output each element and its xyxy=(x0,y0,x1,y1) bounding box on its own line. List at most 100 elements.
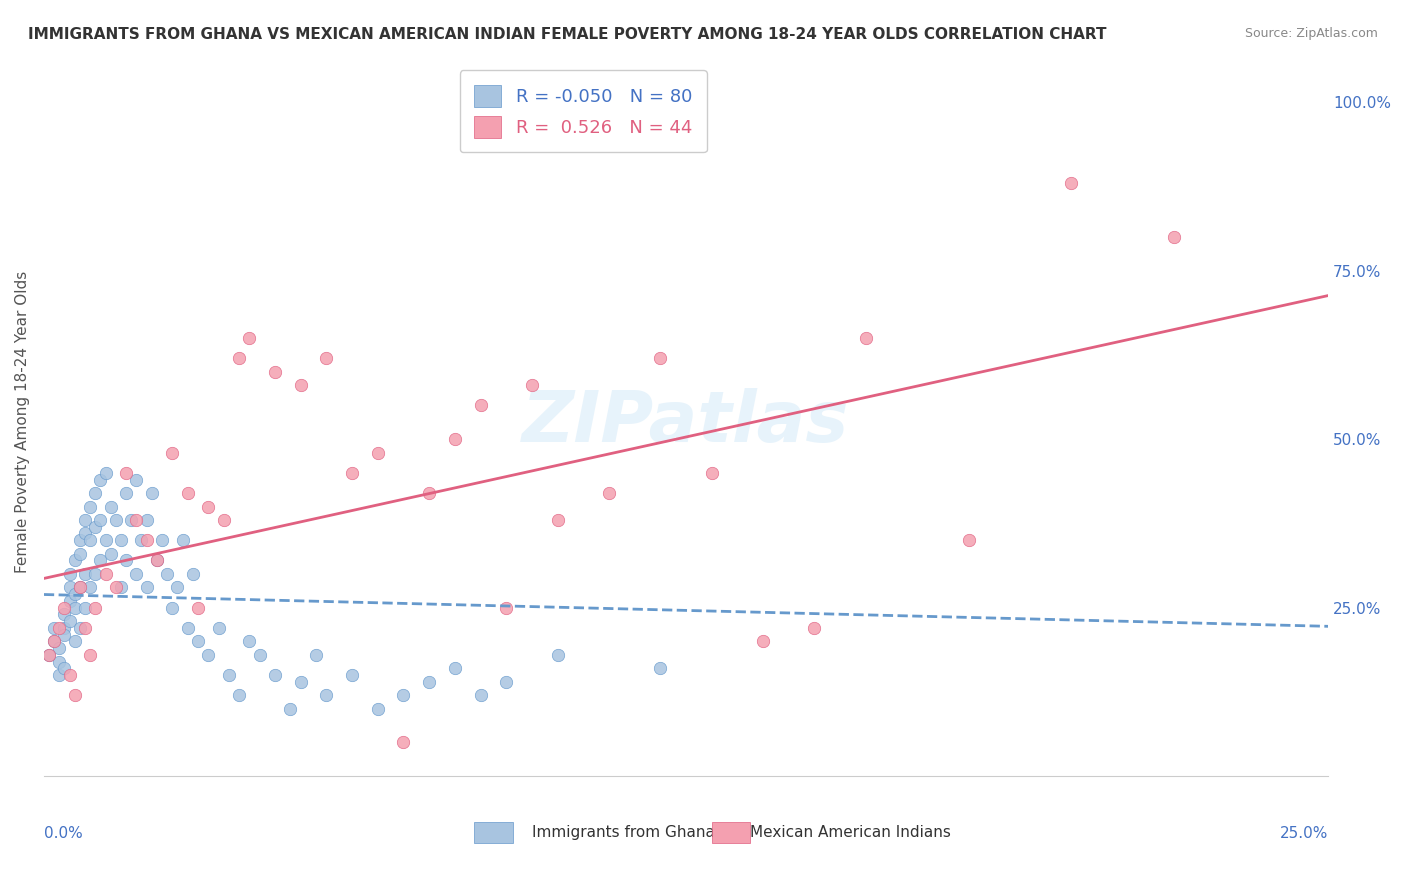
Point xyxy=(73,600,96,615)
Point xyxy=(73,566,96,581)
Point xyxy=(53,661,76,675)
Point xyxy=(520,378,543,392)
Point xyxy=(135,581,157,595)
Point xyxy=(125,473,148,487)
Text: ZIPatlas: ZIPatlas xyxy=(522,388,849,457)
Text: 25.0%: 25.0% xyxy=(1279,826,1329,840)
Point xyxy=(84,520,107,534)
Point xyxy=(367,445,389,459)
Point xyxy=(58,668,80,682)
Point xyxy=(305,648,328,662)
Point xyxy=(212,513,235,527)
Point xyxy=(38,648,60,662)
Point xyxy=(84,600,107,615)
Point xyxy=(53,627,76,641)
Point xyxy=(89,553,111,567)
Text: Source: ZipAtlas.com: Source: ZipAtlas.com xyxy=(1244,27,1378,40)
Point xyxy=(79,500,101,514)
Point xyxy=(110,581,132,595)
Point xyxy=(264,365,287,379)
Point xyxy=(1060,176,1083,190)
Point xyxy=(48,640,70,655)
Point xyxy=(264,668,287,682)
Point xyxy=(48,668,70,682)
Point xyxy=(73,526,96,541)
Point xyxy=(187,600,209,615)
Point xyxy=(110,533,132,548)
Text: Mexican American Indians: Mexican American Indians xyxy=(751,825,950,840)
FancyBboxPatch shape xyxy=(711,822,751,843)
Text: IMMIGRANTS FROM GHANA VS MEXICAN AMERICAN INDIAN FEMALE POVERTY AMONG 18-24 YEAR: IMMIGRANTS FROM GHANA VS MEXICAN AMERICA… xyxy=(28,27,1107,42)
Point xyxy=(141,486,163,500)
Point xyxy=(100,500,122,514)
Point xyxy=(238,331,260,345)
Point xyxy=(146,553,169,567)
Point xyxy=(94,566,117,581)
Point xyxy=(44,621,66,635)
Point xyxy=(228,688,250,702)
Point xyxy=(48,655,70,669)
Point xyxy=(495,600,517,615)
Point xyxy=(280,701,302,715)
Point xyxy=(48,621,70,635)
Point xyxy=(100,547,122,561)
Point xyxy=(58,581,80,595)
Point xyxy=(146,553,169,567)
Point xyxy=(79,581,101,595)
Point xyxy=(53,600,76,615)
Point xyxy=(94,533,117,548)
Point xyxy=(115,466,138,480)
Point xyxy=(63,553,86,567)
Point xyxy=(94,466,117,480)
Point xyxy=(115,553,138,567)
Point xyxy=(125,566,148,581)
Point xyxy=(63,634,86,648)
Y-axis label: Female Poverty Among 18-24 Year Olds: Female Poverty Among 18-24 Year Olds xyxy=(15,271,30,574)
Point xyxy=(470,399,492,413)
Point xyxy=(444,432,467,446)
Point xyxy=(69,581,91,595)
Point xyxy=(84,486,107,500)
Point xyxy=(752,634,775,648)
Point xyxy=(162,600,184,615)
Point xyxy=(84,566,107,581)
Point xyxy=(177,486,200,500)
Point xyxy=(598,486,620,500)
Point xyxy=(444,661,467,675)
Point xyxy=(69,547,91,561)
Point xyxy=(73,621,96,635)
Point xyxy=(125,513,148,527)
Point xyxy=(340,668,363,682)
Point xyxy=(44,634,66,648)
Point xyxy=(63,688,86,702)
Point xyxy=(135,513,157,527)
Point xyxy=(53,621,76,635)
Point xyxy=(69,533,91,548)
Point xyxy=(63,600,86,615)
Point xyxy=(547,513,569,527)
Point xyxy=(79,533,101,548)
Legend: R = -0.050   N = 80, R =  0.526   N = 44: R = -0.050 N = 80, R = 0.526 N = 44 xyxy=(460,70,707,153)
Point xyxy=(392,688,415,702)
Point xyxy=(650,661,672,675)
Point xyxy=(418,486,440,500)
Point xyxy=(53,607,76,622)
Text: Immigrants from Ghana: Immigrants from Ghana xyxy=(531,825,714,840)
Point xyxy=(197,500,219,514)
Point xyxy=(58,614,80,628)
Point xyxy=(166,581,188,595)
FancyBboxPatch shape xyxy=(474,822,513,843)
Point xyxy=(290,378,312,392)
Point xyxy=(162,445,184,459)
Point xyxy=(187,634,209,648)
Point xyxy=(104,513,127,527)
Point xyxy=(135,533,157,548)
Point xyxy=(120,513,142,527)
Point xyxy=(1163,230,1185,244)
Point xyxy=(315,688,337,702)
Point xyxy=(38,648,60,662)
Point xyxy=(69,621,91,635)
Point xyxy=(197,648,219,662)
Point xyxy=(238,634,260,648)
Point xyxy=(418,674,440,689)
